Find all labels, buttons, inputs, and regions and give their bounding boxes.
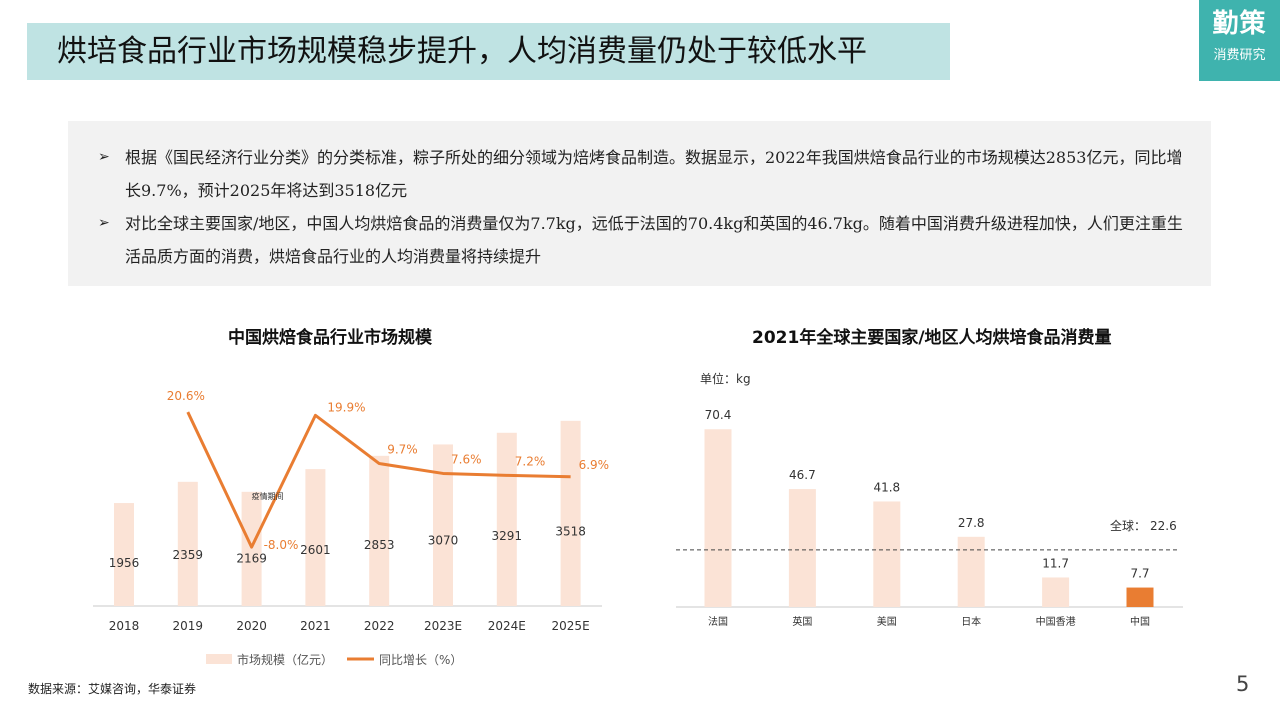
- growth-rate-label: -8.0%: [264, 538, 299, 552]
- growth-rate-label: 7.6%: [451, 452, 482, 466]
- market-size-bar: [433, 444, 453, 606]
- market-size-bar: [369, 455, 390, 606]
- bar-value-label: 2601: [300, 543, 331, 557]
- page-title: 烘培食品行业市场规模稳步提升，人均消费量仍处于较低水平: [57, 34, 867, 69]
- growth-rate-label: 9.7%: [387, 443, 418, 457]
- consumption-bar: [788, 489, 816, 607]
- growth-rate-label: 20.6%: [167, 389, 205, 403]
- bar-value-label: 1956: [109, 556, 140, 570]
- market-size-bar: [560, 420, 581, 606]
- market-size-bar: [496, 432, 517, 606]
- bar-value-label: 2359: [173, 548, 204, 562]
- bar-value-label: 70.4: [705, 408, 732, 422]
- bullet-text: 根据《国民经济行业分类》的分类标准，粽子所处的细分领域为焙烤食品制造。数据显示，…: [125, 148, 1183, 200]
- logo-sub-text: 消费研究: [1213, 48, 1266, 63]
- growth-rate-label: 6.9%: [579, 458, 610, 472]
- x-tick-label: 美国: [877, 615, 897, 628]
- legend-swatch-bar: [206, 654, 232, 664]
- bar-value-label: 2169: [236, 552, 267, 566]
- bar-value-label: 2853: [364, 538, 395, 552]
- annotation-label: 疫情期间: [252, 491, 284, 501]
- market-size-bar: [305, 469, 326, 606]
- legend-label-bar: 市场规模（亿元）: [237, 652, 333, 667]
- title-bar: 烘培食品行业市场规模稳步提升，人均消费量仍处于较低水平: [27, 23, 950, 80]
- chart-title-market-size: 中国烘焙食品行业市场规模: [228, 328, 432, 348]
- brand-logo: 勤策 消费研究: [1199, 0, 1280, 81]
- consumption-bar: [1042, 577, 1070, 607]
- bullet-arrow-icon: ➢: [98, 149, 110, 165]
- consumption-bar: [704, 429, 732, 607]
- bar-value-label: 3518: [555, 525, 586, 539]
- bar-value-label: 7.7: [1130, 567, 1149, 581]
- bar-value-label: 27.8: [958, 516, 985, 530]
- consumption-bar: [1126, 587, 1154, 607]
- x-tick-label: 日本: [961, 615, 981, 628]
- consumption-bar: [873, 501, 901, 607]
- logo-main-text: 勤策: [1212, 9, 1267, 39]
- x-tick-label: 2021: [300, 619, 331, 633]
- x-tick-label: 英国: [792, 615, 812, 628]
- market-size-bar: [177, 481, 198, 606]
- bar-value-label: 46.7: [789, 468, 816, 482]
- growth-rate-label: 7.2%: [515, 454, 546, 468]
- x-tick-label: 2019: [173, 619, 204, 633]
- unit-label: 单位：kg: [700, 371, 751, 386]
- bar-value-label: 3070: [428, 534, 459, 548]
- bar-value-label: 41.8: [873, 480, 900, 494]
- x-tick-label: 中国: [1130, 615, 1150, 628]
- global-average-label: 全球：: [1110, 518, 1146, 533]
- x-tick-label: 2018: [109, 619, 140, 633]
- bullet-arrow-icon: ➢: [98, 215, 110, 231]
- bullet-item: ➢ 对比全球主要国家/地区，中国人均烘焙食品的消费量仅为7.7kg，远低于法国的…: [98, 207, 1188, 273]
- x-tick-label: 2024E: [488, 619, 526, 633]
- consumption-bar: [957, 536, 985, 607]
- bar-value-label: 3291: [492, 529, 523, 543]
- data-source: 数据来源：艾媒咨询，华泰证券: [28, 682, 197, 696]
- bullet-text: 对比全球主要国家/地区，中国人均烘焙食品的消费量仅为7.7kg，远低于法国的70…: [125, 214, 1183, 266]
- growth-rate-label: 19.9%: [327, 400, 365, 414]
- market-size-bar: [241, 491, 262, 606]
- x-tick-label: 2025E: [552, 619, 590, 633]
- global-average-value: 22.6: [1150, 519, 1177, 533]
- x-tick-label: 法国: [708, 615, 728, 628]
- x-tick-label: 2023E: [424, 619, 462, 633]
- bullet-item: ➢ 根据《国民经济行业分类》的分类标准，粽子所处的细分领域为焙烤食品制造。数据显…: [98, 141, 1188, 207]
- chart-title-consumption: 2021年全球主要国家/地区人均烘培食品消费量: [752, 328, 1112, 348]
- legend-label-line: 同比增长（%）: [379, 653, 462, 667]
- bar-value-label: 11.7: [1042, 556, 1069, 570]
- x-tick-label: 中国香港: [1036, 615, 1076, 628]
- x-tick-label: 2022: [364, 619, 395, 633]
- growth-rate-line: [186, 411, 571, 549]
- market-size-bar: [114, 503, 134, 606]
- x-tick-label: 2020: [236, 619, 267, 633]
- summary-box: ➢ 根据《国民经济行业分类》的分类标准，粽子所处的细分领域为焙烤食品制造。数据显…: [68, 121, 1211, 286]
- page-number: 5: [1236, 672, 1250, 696]
